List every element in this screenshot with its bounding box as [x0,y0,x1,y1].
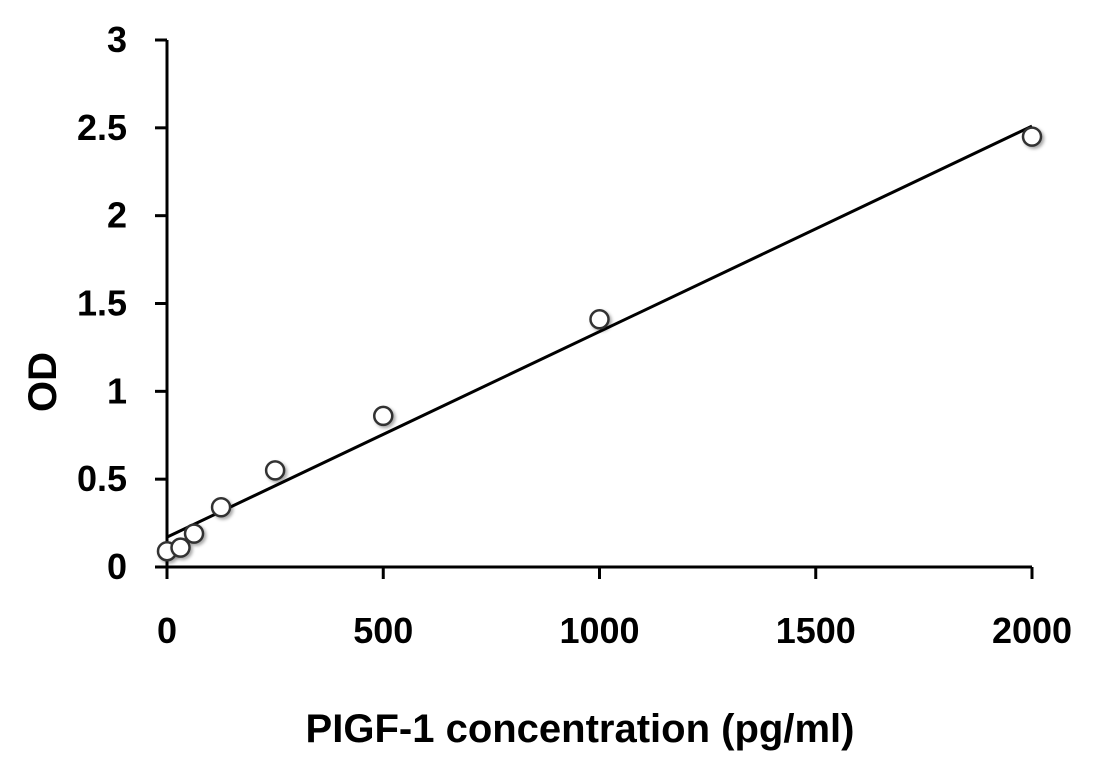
y-tick-label: 0 [107,546,127,587]
y-axis: 0 0.5 1 1.5 2 2.5 3 [77,19,169,587]
y-axis-title: OD [21,352,65,412]
x-tick-label: 0 [157,610,177,651]
data-point [1021,126,1043,147]
trendline [166,124,1033,539]
x-tick-label: 500 [353,610,413,651]
y-tick-label: 1 [107,370,127,411]
y-tick-label: 2 [107,195,127,236]
x-tick-label: 2000 [992,610,1072,651]
y-tick-label: 2.5 [77,107,127,148]
data-point [183,523,205,544]
y-tick-label: 0.5 [77,458,127,499]
trendline-line [166,124,1033,539]
data-point [589,309,610,330]
x-axis: 0 500 1000 1500 2000 [155,565,1072,651]
data-point [264,460,286,481]
x-tick-label: 1000 [559,610,639,651]
y-tick-label: 1.5 [77,283,127,324]
data-point [170,537,191,558]
data-point [373,405,394,427]
data-point [210,497,232,518]
y-tick-label: 3 [107,19,127,60]
x-tick-label: 1500 [776,610,856,651]
data-points [156,126,1043,562]
x-axis-title: PIGF-1 concentration (pg/ml) [306,707,855,751]
